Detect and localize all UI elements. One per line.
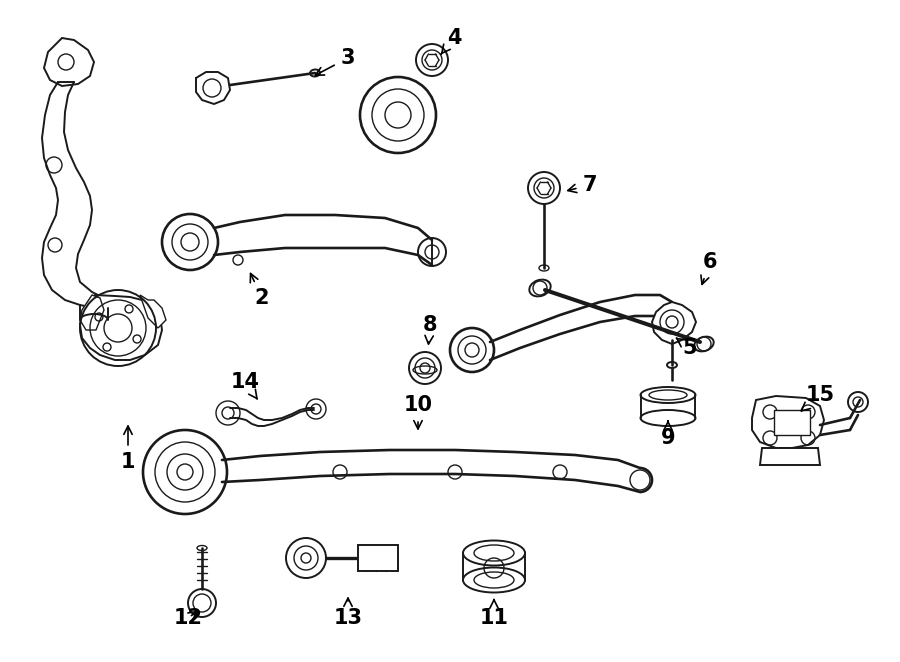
Text: 15: 15: [801, 385, 834, 411]
Polygon shape: [140, 295, 166, 328]
Text: 10: 10: [403, 395, 433, 429]
Polygon shape: [760, 448, 820, 465]
FancyBboxPatch shape: [774, 410, 810, 435]
Text: 11: 11: [480, 600, 508, 628]
Text: 7: 7: [568, 175, 598, 195]
Text: 14: 14: [230, 372, 259, 399]
Text: 13: 13: [334, 598, 363, 628]
Text: 8: 8: [423, 315, 437, 344]
Text: 9: 9: [661, 421, 675, 448]
Polygon shape: [80, 295, 162, 360]
Text: 2: 2: [250, 273, 269, 308]
Polygon shape: [80, 295, 104, 330]
Text: 6: 6: [701, 252, 717, 284]
Text: 5: 5: [676, 338, 698, 358]
FancyBboxPatch shape: [358, 545, 398, 571]
Polygon shape: [652, 302, 696, 344]
Polygon shape: [44, 38, 94, 86]
Text: 12: 12: [174, 608, 203, 628]
Text: 4: 4: [441, 28, 461, 54]
Text: 3: 3: [315, 48, 356, 75]
Polygon shape: [752, 396, 824, 448]
Text: 1: 1: [121, 426, 135, 472]
